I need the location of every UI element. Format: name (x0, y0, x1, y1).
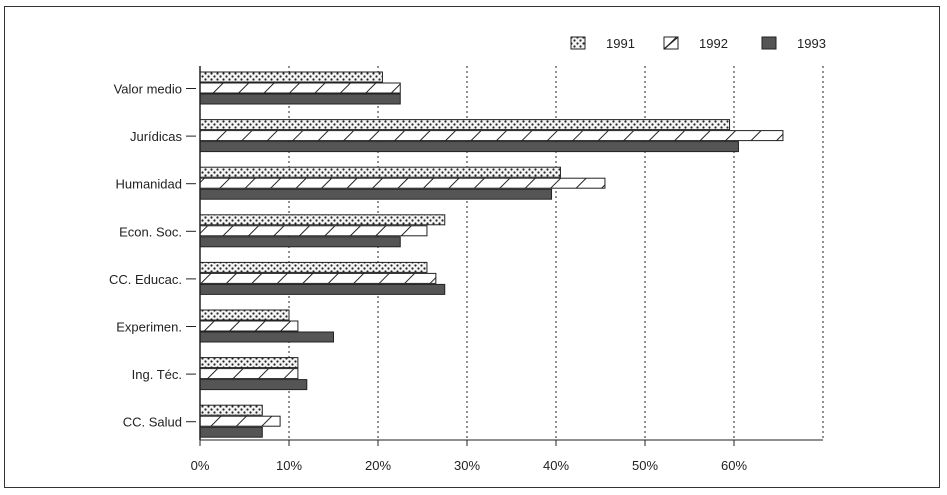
category-label: Experimen. (116, 320, 182, 335)
legend-label: 1991 (606, 36, 635, 51)
category-label: Jurídicas (130, 129, 183, 144)
x-tick-label: 10% (276, 458, 302, 473)
bar (199, 119, 731, 131)
category-label: Econ. Soc. (119, 224, 182, 239)
axis-layer: Valor medio Jurídicas Humanidad Econ. Soc. C… (109, 66, 823, 473)
category-label: Humanidad (116, 177, 183, 192)
bar (199, 283, 446, 295)
x-tick-label: 50% (632, 458, 658, 473)
legend-swatch (761, 36, 777, 50)
x-tick-label: 40% (543, 458, 569, 473)
x-tick-label: 60% (721, 458, 747, 473)
bar (199, 141, 739, 153)
chart-frame (4, 6, 940, 488)
bar (199, 357, 299, 369)
bars-layer (199, 71, 784, 438)
bar (199, 225, 428, 237)
category-label: Valor medio (114, 82, 182, 97)
legend-label: 1993 (797, 36, 826, 51)
bar (199, 82, 401, 94)
bar (199, 130, 784, 142)
bar (199, 261, 428, 273)
x-tick-label: 30% (454, 458, 480, 473)
bar (199, 272, 437, 284)
grid-layer (288, 66, 824, 440)
bar (199, 320, 299, 332)
category-label: Ing. Téc. (132, 367, 182, 382)
bar (199, 426, 263, 438)
bar (199, 188, 553, 200)
x-tick-label: 0% (191, 458, 210, 473)
bar (199, 309, 290, 321)
legend-label: 1992 (699, 36, 728, 51)
bar (199, 214, 446, 226)
bar (199, 368, 299, 380)
x-tick-label: 20% (365, 458, 391, 473)
bar (199, 93, 401, 105)
category-label: CC. Salud (123, 415, 182, 430)
bar (199, 71, 383, 83)
legend-swatch (570, 36, 586, 50)
bar (199, 166, 561, 178)
bar (199, 236, 401, 248)
bar (199, 404, 263, 416)
bar (199, 177, 606, 189)
bar (199, 415, 281, 427)
legend-hatch-stroke (663, 36, 679, 50)
bar (199, 379, 308, 391)
bar (199, 331, 334, 343)
category-label: CC. Educac. (109, 272, 182, 287)
legend: 1991 1992 1993 (570, 36, 826, 51)
